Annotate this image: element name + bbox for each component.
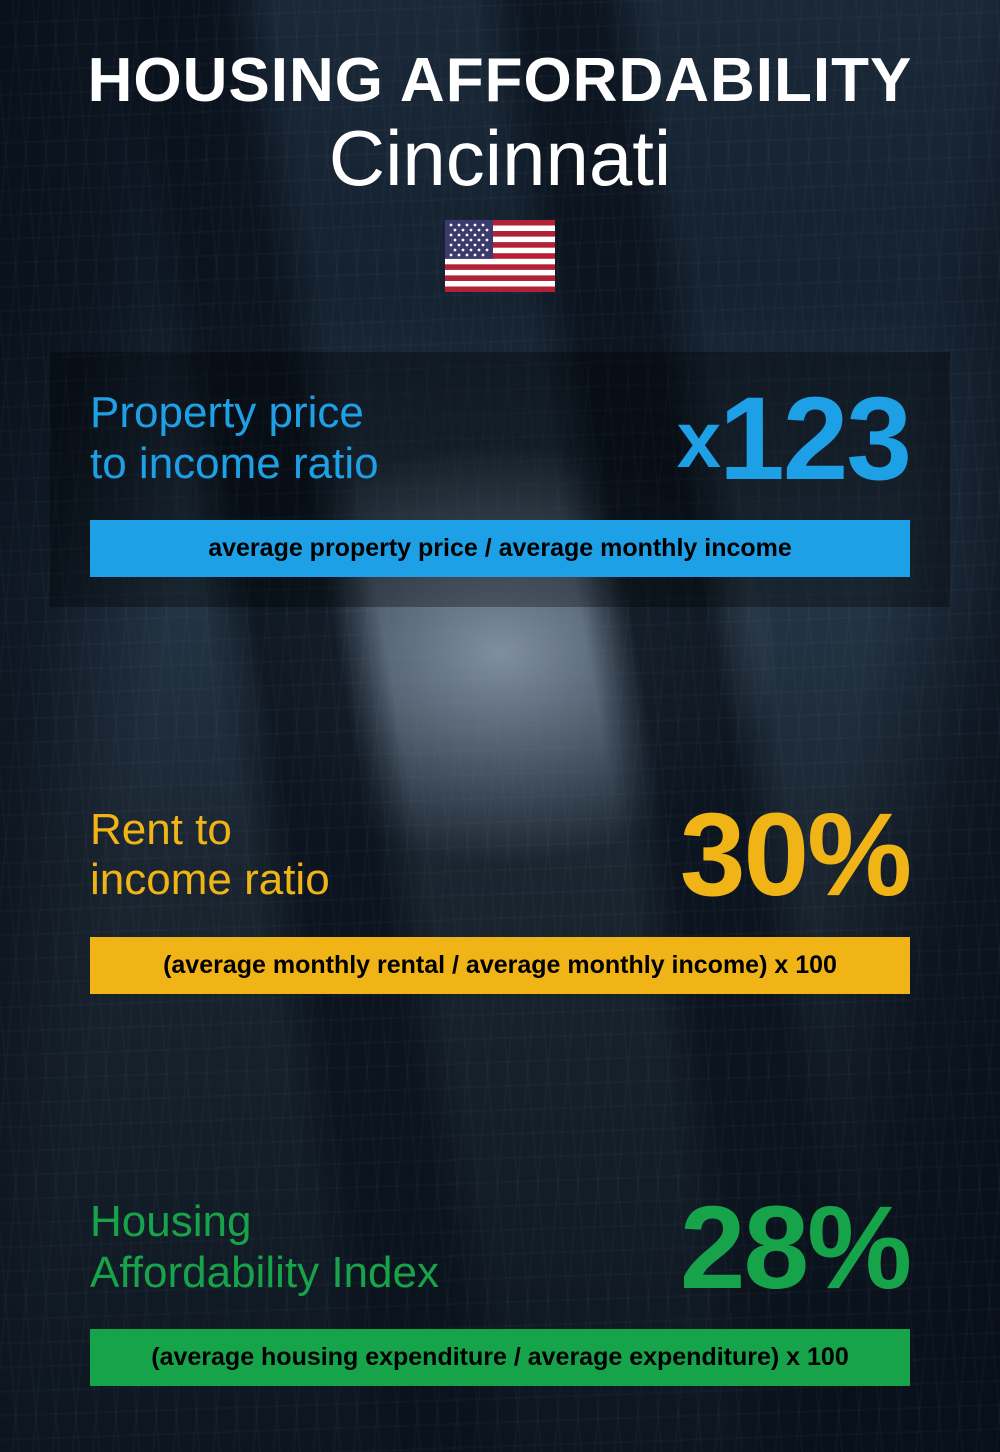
metric-label-line2: Affordability Index [90,1248,439,1297]
metric-row: Housing Affordability Index 28% [90,1195,910,1301]
metric-value-prefix: x [677,395,720,484]
metric-label-line1: Property price [90,388,364,437]
metric-value: 30% [680,802,910,908]
metric-label-line2: to income ratio [90,439,379,488]
metric-row: Property price to income ratio x123 [90,386,910,492]
metric-label: Housing Affordability Index [90,1197,439,1298]
metric-formula: average property price / average monthly… [90,520,910,577]
metric-card-rent-income: Rent to income ratio 30% (average monthl… [50,774,950,1019]
page-title: HOUSING AFFORDABILITY [50,50,950,112]
metric-label: Rent to income ratio [90,805,330,906]
metric-label-line1: Rent to [90,805,232,854]
us-flag-icon [445,220,555,292]
content-container: HOUSING AFFORDABILITY Cincinnati [0,0,1000,1452]
metric-formula: (average monthly rental / average monthl… [90,937,910,994]
metric-formula: (average housing expenditure / average e… [90,1329,910,1386]
metric-value-number: 123 [719,373,910,505]
metric-value-number: 30% [680,789,910,921]
metric-value: x123 [677,386,910,492]
metric-card-price-income: Property price to income ratio x123 aver… [50,352,950,607]
metric-value-number: 28% [680,1182,910,1314]
metric-label-line2: income ratio [90,855,330,904]
metric-card-affordability-index: Housing Affordability Index 28% (average… [50,1167,950,1412]
city-name: Cincinnati [50,116,950,202]
metric-label: Property price to income ratio [90,388,379,489]
metric-row: Rent to income ratio 30% [90,802,910,908]
metric-value: 28% [680,1195,910,1301]
metric-label-line1: Housing [90,1197,251,1246]
header: HOUSING AFFORDABILITY Cincinnati [50,50,950,292]
